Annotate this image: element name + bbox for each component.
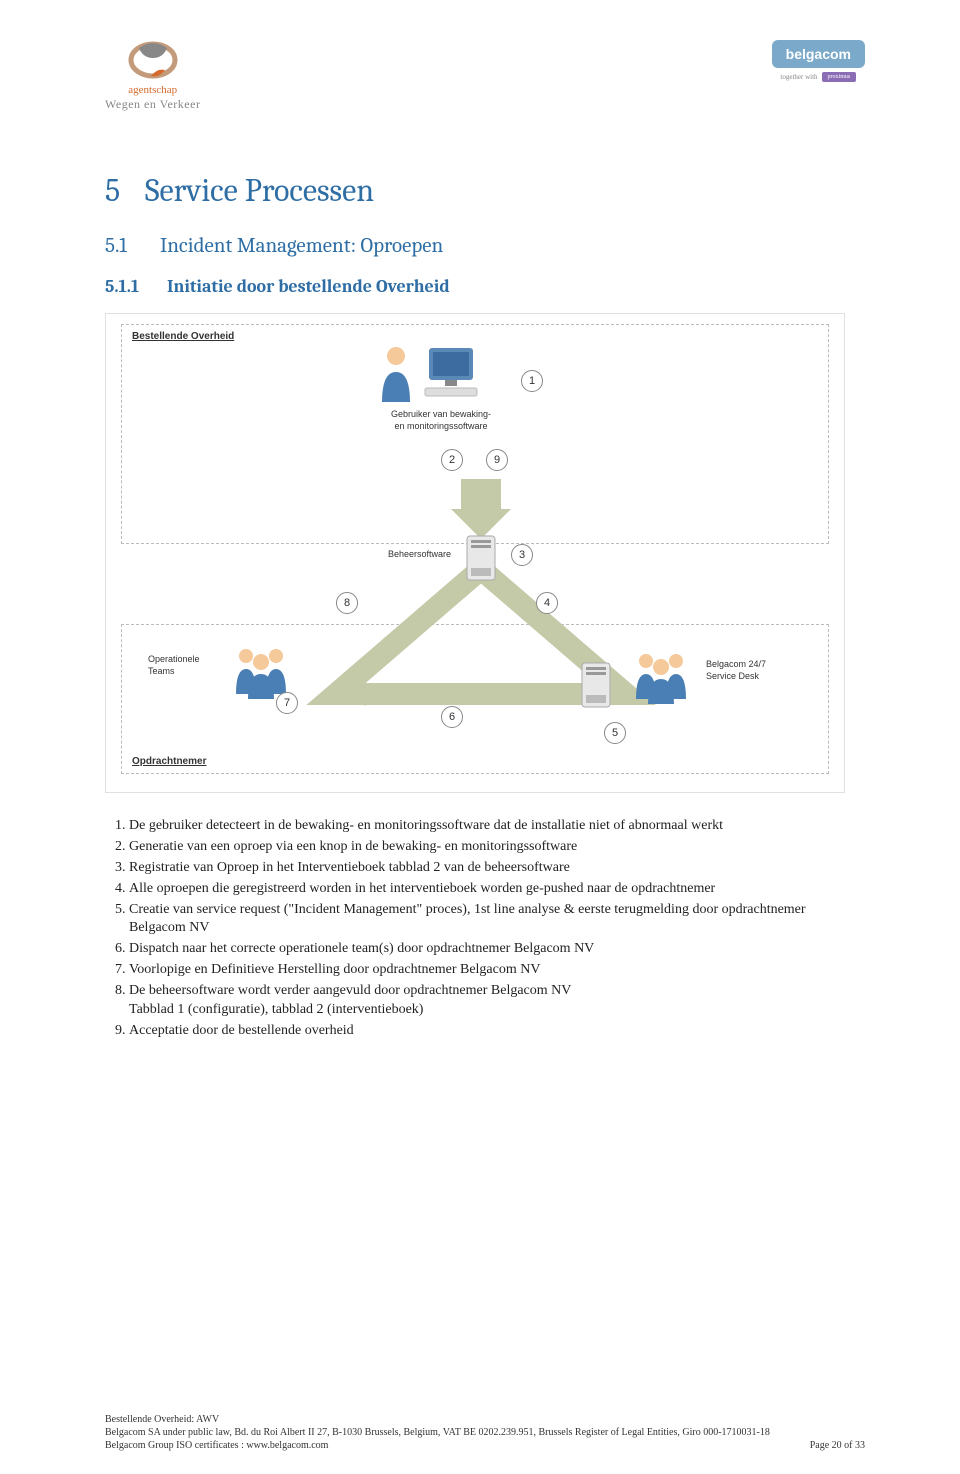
- team-label: OperationeleTeams: [148, 654, 228, 677]
- logo-text-agentschap: agentschap: [128, 84, 177, 96]
- server-icon-bottom: [576, 659, 616, 714]
- node-5: 5: [604, 722, 626, 744]
- step-item: Dispatch naar het correcte operationele …: [129, 940, 865, 959]
- step-8a: De beheersoftware wordt verder aangevuld…: [129, 983, 571, 998]
- belgacom-sub: together with proximus: [780, 72, 856, 82]
- agentschap-icon: [121, 40, 185, 82]
- node-8: 8: [336, 592, 358, 614]
- page: agentschap Wegen en Verkeer belgacom tog…: [0, 0, 960, 1474]
- step-8b: Tabblad 1 (configuratie), tabblad 2 (int…: [129, 1002, 423, 1017]
- subsection-num: 5.1: [105, 234, 160, 258]
- footer-line1: Bestellende Overheid: AWV: [105, 1413, 865, 1426]
- logo-text-wegen: Wegen en Verkeer: [105, 97, 200, 112]
- step-item: Creatie van service request ("Incident M…: [129, 901, 865, 939]
- subsub-title: 5.1.1Initiatie door bestellende Overheid: [105, 276, 865, 297]
- section-title: 5Service Processen: [105, 172, 865, 209]
- node-9: 9: [486, 449, 508, 471]
- node-3: 3: [511, 544, 533, 566]
- node-2: 2: [441, 449, 463, 471]
- belgacom-box: belgacom: [772, 40, 865, 68]
- step-item: Registratie van Oproep in het Interventi…: [129, 859, 865, 878]
- node-6: 6: [441, 706, 463, 728]
- user-person-icon: [376, 344, 416, 404]
- desk-people-icon: [626, 649, 696, 709]
- beheer-label: Beheersoftware: [361, 549, 451, 561]
- proximus-badge: proximus: [822, 72, 857, 82]
- footer-line2: Belgacom SA under public law, Bd. du Roi…: [105, 1426, 865, 1439]
- steps-list: De gebruiker detecteert in de bewaking- …: [105, 817, 865, 1041]
- section-text: Service Processen: [145, 172, 374, 209]
- together-with: together with: [780, 73, 817, 81]
- subsub-num: 5.1.1: [105, 276, 167, 297]
- step-item: Voorlopige en Definitieve Herstelling do…: [129, 961, 865, 980]
- flow-diagram: Bestellende Overheid Opdrachtnemer 1 Geb: [105, 313, 845, 793]
- step-item: De beheersoftware wordt verder aangevuld…: [129, 982, 865, 1020]
- server-icon-top: [461, 532, 501, 587]
- subsection-title: 5.1Incident Management: Oproepen: [105, 234, 865, 258]
- desk-label: Belgacom 24/7Service Desk: [706, 659, 796, 682]
- logo-belgacom: belgacom together with proximus: [772, 40, 865, 82]
- step-item: Alle oproepen die geregistreerd worden i…: [129, 880, 865, 899]
- node-1: 1: [521, 370, 543, 392]
- footer-line3: Belgacom Group ISO certificates : www.be…: [105, 1439, 865, 1452]
- subsub-text: Initiatie door bestellende Overheid: [167, 276, 450, 297]
- footer-page: Page 20 of 33: [810, 1439, 865, 1452]
- node-7: 7: [276, 692, 298, 714]
- logo-agentschap: agentschap Wegen en Verkeer: [105, 40, 200, 112]
- step-item: Generatie van een oproep via een knop in…: [129, 838, 865, 857]
- step-item: Acceptatie door de bestellende overheid: [129, 1022, 865, 1041]
- step-item: De gebruiker detecteert in de bewaking- …: [129, 817, 865, 836]
- section-num: 5: [105, 172, 145, 209]
- monitor-icon: [421, 344, 481, 399]
- node-4: 4: [536, 592, 558, 614]
- header: agentschap Wegen en Verkeer belgacom tog…: [105, 40, 865, 112]
- subsection-text: Incident Management: Oproepen: [160, 234, 443, 258]
- footer: Bestellende Overheid: AWV Belgacom SA un…: [105, 1413, 865, 1452]
- user-label: Gebruiker van bewaking-en monitoringssof…: [366, 409, 516, 432]
